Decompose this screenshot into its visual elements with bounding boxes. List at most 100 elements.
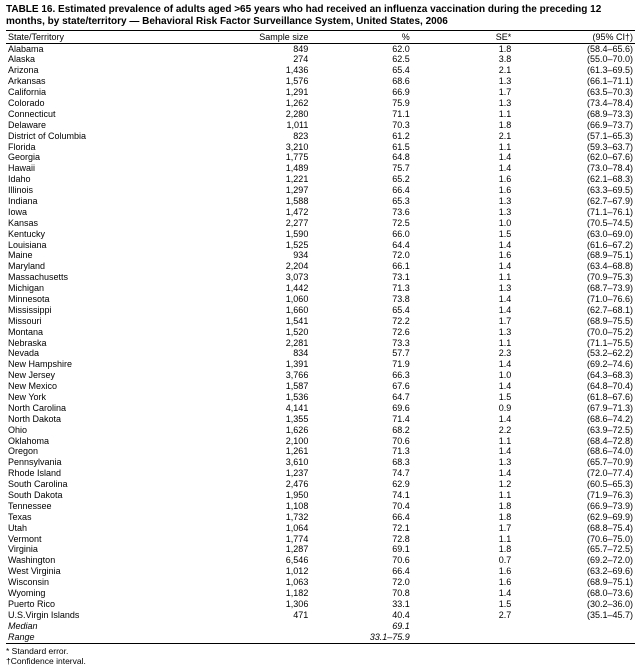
cell-ci: (66.9–73.9) xyxy=(513,501,635,512)
cell-pct: 68.2 xyxy=(310,425,411,436)
table-row: Florida3,21061.51.1(59.3–63.7) xyxy=(6,142,635,153)
cell-ci: (68.4–72.8) xyxy=(513,436,635,447)
cell-ci: (70.0–75.2) xyxy=(513,327,635,338)
header-row: State/Territory Sample size % SE* (95% C… xyxy=(6,31,635,44)
col-header-pct: % xyxy=(310,31,411,44)
cell-se: 1.3 xyxy=(412,77,513,88)
cell-ci: (71.9–76.3) xyxy=(513,491,635,502)
cell-pct: 64.7 xyxy=(310,393,411,404)
cell-pct: 72.8 xyxy=(310,534,411,545)
cell-state: Tennessee xyxy=(6,501,209,512)
cell-ci: (73.0–78.4) xyxy=(513,164,635,175)
cell-state: Arizona xyxy=(6,66,209,77)
cell-ci: (61.8–67.6) xyxy=(513,393,635,404)
cell-state: Arkansas xyxy=(6,77,209,88)
table-title: TABLE 16. Estimated prevalence of adults… xyxy=(6,4,635,31)
cell-ci: (58.4–65.6) xyxy=(513,44,635,55)
cell-state: Ohio xyxy=(6,425,209,436)
cell-sample: 1,732 xyxy=(209,512,310,523)
cell-se: 1.3 xyxy=(412,458,513,469)
cell-sample: 4,141 xyxy=(209,403,310,414)
cell-ci: (68.9–73.3) xyxy=(513,109,635,120)
cell-ci: (60.5–65.3) xyxy=(513,480,635,491)
cell-pct: 71.1 xyxy=(310,109,411,120)
cell-sample: 1,774 xyxy=(209,534,310,545)
cell-state: Minnesota xyxy=(6,294,209,305)
cell-pct: 61.2 xyxy=(310,131,411,142)
cell-sample: 1,060 xyxy=(209,294,310,305)
cell-pct: 70.6 xyxy=(310,436,411,447)
cell-state: Iowa xyxy=(6,207,209,218)
cell-state: West Virginia xyxy=(6,567,209,578)
cell-sample: 1,660 xyxy=(209,305,310,316)
cell-sample: 1,536 xyxy=(209,393,310,404)
cell-pct: 62.0 xyxy=(310,44,411,55)
cell-sample: 1,520 xyxy=(209,327,310,338)
cell-se: 1.6 xyxy=(412,567,513,578)
cell-ci: (70.5–74.5) xyxy=(513,218,635,229)
cell-pct: 68.6 xyxy=(310,77,411,88)
cell-state: Idaho xyxy=(6,175,209,186)
cell-pct: 70.4 xyxy=(310,501,411,512)
cell-ci: (63.5–70.3) xyxy=(513,88,635,99)
cell-sample: 1,489 xyxy=(209,164,310,175)
cell-state: Nevada xyxy=(6,349,209,360)
cell-pct: 66.0 xyxy=(310,229,411,240)
cell-ci: (59.3–63.7) xyxy=(513,142,635,153)
cell-se: 1.1 xyxy=(412,534,513,545)
cell-se: 1.8 xyxy=(412,120,513,131)
cell-se: 1.3 xyxy=(412,327,513,338)
cell-ci: (68.6–74.2) xyxy=(513,414,635,425)
cell-state: Puerto Rico xyxy=(6,599,209,610)
cell-pct: 33.1 xyxy=(310,599,411,610)
cell-se: 1.5 xyxy=(412,599,513,610)
cell-state: Michigan xyxy=(6,284,209,295)
cell-ci: (68.6–74.0) xyxy=(513,447,635,458)
cell-pct: 64.4 xyxy=(310,240,411,251)
table-row: Vermont1,77472.81.1(70.6–75.0) xyxy=(6,534,635,545)
cell-ci: (66.1–71.1) xyxy=(513,77,635,88)
cell-state: Maine xyxy=(6,251,209,262)
cell-ci: (69.2–74.6) xyxy=(513,360,635,371)
cell-ci: (57.1–65.3) xyxy=(513,131,635,142)
cell-ci: (53.2–62.2) xyxy=(513,349,635,360)
cell-ci: (71.1–75.5) xyxy=(513,338,635,349)
cell-se: 1.4 xyxy=(412,469,513,480)
cell-se: 1.6 xyxy=(412,175,513,186)
cell-pct: 73.3 xyxy=(310,338,411,349)
cell-sample: 3,210 xyxy=(209,142,310,153)
cell-se: 1.1 xyxy=(412,273,513,284)
cell-sample: 1,237 xyxy=(209,469,310,480)
table-row: Texas1,73266.41.8(62.9–69.9) xyxy=(6,512,635,523)
table-row: Oklahoma2,10070.61.1(68.4–72.8) xyxy=(6,436,635,447)
cell-sample: 1,626 xyxy=(209,425,310,436)
cell-se: 1.4 xyxy=(412,589,513,600)
cell-se: 1.4 xyxy=(412,305,513,316)
cell-pct: 74.1 xyxy=(310,491,411,502)
table-row: Arizona1,43665.42.1(61.3–69.5) xyxy=(6,66,635,77)
median-ci xyxy=(513,621,635,632)
cell-pct: 73.1 xyxy=(310,273,411,284)
table-row: Nebraska2,28173.31.1(71.1–75.5) xyxy=(6,338,635,349)
cell-state: Kentucky xyxy=(6,229,209,240)
cell-state: Maryland xyxy=(6,262,209,273)
table-row: South Dakota1,95074.11.1(71.9–76.3) xyxy=(6,491,635,502)
cell-ci: (30.2–36.0) xyxy=(513,599,635,610)
table-row: Minnesota1,06073.81.4(71.0–76.6) xyxy=(6,294,635,305)
cell-sample: 6,546 xyxy=(209,556,310,567)
cell-state: Montana xyxy=(6,327,209,338)
table-row: Maryland2,20466.11.4(63.4–68.8) xyxy=(6,262,635,273)
cell-sample: 1,590 xyxy=(209,229,310,240)
cell-ci: (61.3–69.5) xyxy=(513,66,635,77)
col-header-sample: Sample size xyxy=(209,31,310,44)
cell-se: 1.4 xyxy=(412,294,513,305)
cell-sample: 1,063 xyxy=(209,578,310,589)
table-row: District of Columbia82361.22.1(57.1–65.3… xyxy=(6,131,635,142)
cell-pct: 72.0 xyxy=(310,578,411,589)
cell-state: Florida xyxy=(6,142,209,153)
table-row: Georgia1,77564.81.4(62.0–67.6) xyxy=(6,153,635,164)
table-row: Idaho1,22165.21.6(62.1–68.3) xyxy=(6,175,635,186)
cell-state: Connecticut xyxy=(6,109,209,120)
cell-sample: 1,355 xyxy=(209,414,310,425)
cell-ci: (70.6–75.0) xyxy=(513,534,635,545)
